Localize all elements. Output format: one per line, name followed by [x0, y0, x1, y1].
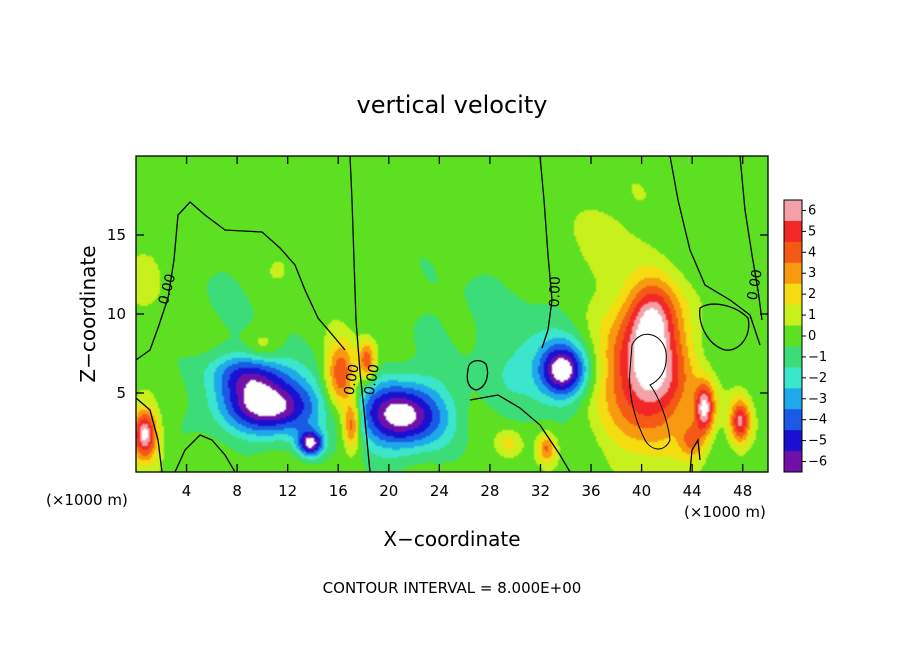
- colorbar-swatch: [784, 304, 802, 327]
- colorbar-label: 3: [808, 266, 816, 281]
- x-tick-label: 44: [683, 482, 702, 500]
- colorbar-label: 5: [808, 224, 816, 239]
- colorbar-swatch: [784, 346, 802, 368]
- colorbar-label: 0: [808, 329, 816, 344]
- colorbar-label: −2: [808, 371, 827, 386]
- contour-label: 0.00: [341, 363, 362, 396]
- colorbar: 6 5 4 3 2 1 0 −1 −2 −3 −4 −5 −6: [783, 199, 827, 473]
- colorbar-swatch: [784, 367, 802, 389]
- contour-zero-mid: [469, 394, 571, 472]
- contour-label: 0.00: [362, 363, 383, 396]
- x-tick-label: 4: [182, 482, 192, 500]
- colorbar-swatch: [784, 409, 802, 431]
- contour-labels: 0.000.00 0.000.00 0.00: [156, 268, 766, 396]
- y-tick-label: 10: [107, 305, 126, 323]
- contour-zero-small-loop-2: [699, 303, 750, 351]
- colorbar-label: −3: [808, 392, 827, 407]
- contour-label: 0.00: [745, 268, 766, 301]
- contour-label: 0.00: [156, 272, 180, 306]
- chart-title: vertical velocity: [357, 91, 548, 119]
- colorbar-label: −5: [808, 434, 827, 449]
- x-tick-label: 24: [430, 482, 449, 500]
- colorbar-swatch: [784, 388, 802, 410]
- colorbar-label: −1: [808, 350, 827, 365]
- x-unit-right: (×1000 m): [684, 503, 766, 521]
- contour-zero-far-right: [739, 156, 763, 321]
- y-tick-label: 5: [116, 384, 126, 402]
- colorbar-swatch: [784, 200, 802, 222]
- contour-zero-small-loop: [466, 359, 489, 391]
- colorbar-label: −6: [808, 455, 827, 470]
- contour-zero-bottom-left: [174, 434, 236, 472]
- x-axis-ticks: 4 8 12 16 20 24 28 32 36 40 44 48: [182, 156, 752, 500]
- x-unit-left: (×1000 m): [46, 491, 128, 509]
- colorbar-swatch: [784, 430, 802, 452]
- x-tick-label: 8: [232, 482, 242, 500]
- colorbar-swatch: [784, 241, 802, 264]
- contour-zero-left: [136, 201, 346, 361]
- contour-zero-right: [669, 156, 761, 346]
- x-tick-label: 16: [329, 482, 348, 500]
- y-axis-label: Z−coordinate: [76, 245, 100, 382]
- colorbar-swatch: [784, 451, 802, 473]
- x-tick-label: 40: [632, 482, 651, 500]
- x-tick-label: 48: [733, 482, 752, 500]
- heatmap-field: [136, 156, 768, 472]
- colorbar-label: −4: [808, 413, 827, 428]
- x-tick-label: 32: [531, 482, 550, 500]
- x-tick-label: 28: [480, 482, 499, 500]
- x-tick-label: 12: [278, 482, 297, 500]
- x-axis-label: X−coordinate: [383, 527, 520, 551]
- contour-zero-right-left: [539, 156, 553, 349]
- plot-area: 0.000.00 0.000.00 0.00: [135, 155, 769, 473]
- x-tick-label: 20: [379, 482, 398, 500]
- colorbar-swatch: [784, 220, 802, 243]
- colorbar-label: 6: [808, 203, 816, 218]
- colorbar-label: 4: [808, 245, 816, 260]
- colorbar-swatch: [784, 325, 802, 347]
- contour-positive-core: [629, 333, 671, 450]
- colorbar-swatch: [784, 283, 802, 306]
- colorbar-label: 1: [808, 308, 816, 323]
- y-axis-ticks: 5 10 15: [107, 226, 768, 402]
- colorbar-label: 2: [808, 287, 816, 302]
- contour-label: 0.00: [547, 276, 564, 308]
- contour-lines: [136, 156, 763, 472]
- x-tick-label: 36: [581, 482, 600, 500]
- contour-zero-lower-right: [689, 437, 701, 472]
- colorbar-swatch: [784, 262, 802, 285]
- y-tick-label: 15: [107, 226, 126, 244]
- contour-zero-plume: [349, 156, 371, 472]
- contour-interval-note: CONTOUR INTERVAL = 8.000E+00: [323, 579, 582, 597]
- contour-zero-left-lower: [136, 397, 163, 472]
